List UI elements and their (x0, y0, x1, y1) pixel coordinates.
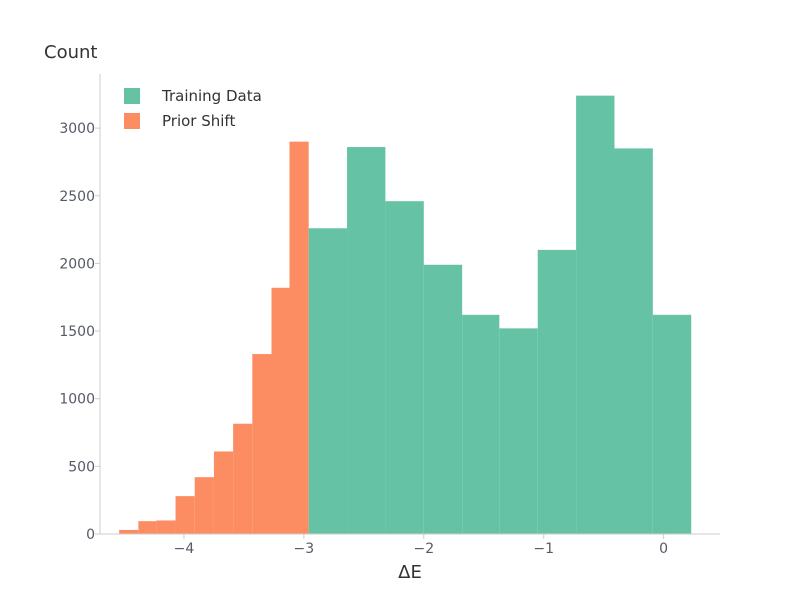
x-tick-label: −3 (294, 541, 315, 557)
x-tick-label: −4 (174, 541, 195, 557)
y-axis-label: Count (44, 42, 97, 63)
bar-prior-shift-5 (213, 451, 234, 534)
legend-swatch (124, 113, 140, 129)
bar-prior-shift-3 (175, 496, 195, 534)
bar-training-data-6 (537, 249, 577, 534)
bar-training-data-3 (423, 264, 463, 534)
y-tick-label: 500 (68, 459, 95, 475)
x-tick-label: −2 (413, 541, 434, 557)
bar-training-data-1 (347, 147, 386, 534)
bar-prior-shift-1 (138, 521, 157, 534)
bar-prior-shift-0 (119, 529, 139, 534)
bar-prior-shift-9 (289, 141, 309, 534)
legend-label: Training Data (161, 87, 262, 105)
legend-swatch (124, 88, 140, 104)
y-tick-label: 2500 (59, 189, 95, 205)
histogram-bars (119, 95, 692, 535)
x-tick-label: −1 (533, 541, 554, 557)
bar-training-data-5 (499, 328, 538, 534)
y-tick-label: 1500 (59, 324, 95, 340)
x-tick-label: 0 (659, 541, 668, 557)
y-tick-label: 2000 (59, 256, 95, 272)
bar-training-data-9 (652, 314, 692, 534)
bar-prior-shift-6 (233, 423, 253, 534)
bar-prior-shift-2 (156, 520, 176, 534)
y-tick-label: 0 (86, 527, 95, 543)
legend-label: Prior Shift (162, 112, 235, 130)
legend: Training Data Prior Shift (124, 87, 262, 130)
bar-training-data-0 (308, 228, 348, 534)
bar-prior-shift-7 (252, 354, 272, 534)
bar-prior-shift-4 (194, 477, 214, 534)
x-axis-label: ΔE (398, 562, 422, 583)
y-axis-ticks: 0 500 1000 1500 2000 2500 3000 (59, 121, 100, 543)
bar-training-data-7 (576, 95, 615, 534)
y-tick-label: 3000 (59, 121, 95, 137)
bar-prior-shift-8 (271, 287, 290, 534)
bar-training-data-2 (385, 201, 424, 535)
bar-training-data-4 (462, 314, 500, 534)
y-tick-label: 1000 (59, 392, 95, 408)
x-axis-ticks: −4 −3 −2 −1 0 (174, 534, 668, 557)
bar-training-data-8 (614, 148, 653, 535)
